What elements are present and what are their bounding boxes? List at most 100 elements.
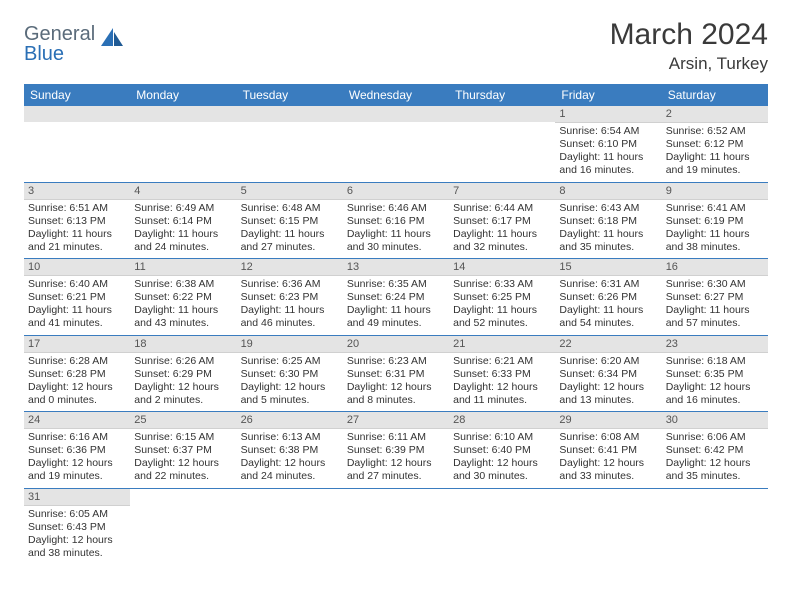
day-line: Sunset: 6:13 PM bbox=[28, 215, 126, 228]
day-line: and 19 minutes. bbox=[666, 164, 764, 177]
day-content: Sunrise: 6:20 AMSunset: 6:34 PMDaylight:… bbox=[555, 353, 661, 412]
day-line: and 43 minutes. bbox=[134, 317, 232, 330]
day-line: Sunrise: 6:31 AM bbox=[559, 278, 657, 291]
calendar-cell bbox=[237, 106, 343, 182]
day-content: Sunrise: 6:30 AMSunset: 6:27 PMDaylight:… bbox=[662, 276, 768, 335]
day-line: Daylight: 11 hours bbox=[28, 228, 126, 241]
day-line: Sunrise: 6:44 AM bbox=[453, 202, 551, 215]
day-number: 6 bbox=[343, 183, 449, 200]
day-number: 19 bbox=[237, 336, 343, 353]
calendar-cell bbox=[449, 488, 555, 564]
day-line: and 38 minutes. bbox=[28, 547, 126, 560]
day-line: and 21 minutes. bbox=[28, 241, 126, 254]
day-line: Sunrise: 6:06 AM bbox=[666, 431, 764, 444]
day-line: Sunrise: 6:05 AM bbox=[28, 508, 126, 521]
day-number: 3 bbox=[24, 183, 130, 200]
day-line: Daylight: 11 hours bbox=[666, 151, 764, 164]
day-number: 18 bbox=[130, 336, 236, 353]
sail-icon bbox=[99, 26, 125, 50]
day-line: Sunset: 6:17 PM bbox=[453, 215, 551, 228]
day-line: and 8 minutes. bbox=[347, 394, 445, 407]
day-content: Sunrise: 6:13 AMSunset: 6:38 PMDaylight:… bbox=[237, 429, 343, 488]
calendar-cell: 23Sunrise: 6:18 AMSunset: 6:35 PMDayligh… bbox=[662, 335, 768, 412]
day-line: Sunset: 6:30 PM bbox=[241, 368, 339, 381]
day-line: and 13 minutes. bbox=[559, 394, 657, 407]
day-content: Sunrise: 6:35 AMSunset: 6:24 PMDaylight:… bbox=[343, 276, 449, 335]
day-line: Sunrise: 6:10 AM bbox=[453, 431, 551, 444]
day-line: Sunset: 6:25 PM bbox=[453, 291, 551, 304]
day-line: Sunset: 6:36 PM bbox=[28, 444, 126, 457]
calendar-cell: 27Sunrise: 6:11 AMSunset: 6:39 PMDayligh… bbox=[343, 412, 449, 489]
day-line: Sunset: 6:26 PM bbox=[559, 291, 657, 304]
day-line: and 19 minutes. bbox=[28, 470, 126, 483]
day-line: Sunrise: 6:25 AM bbox=[241, 355, 339, 368]
day-line: Sunrise: 6:43 AM bbox=[559, 202, 657, 215]
day-line: and 49 minutes. bbox=[347, 317, 445, 330]
calendar-row: 10Sunrise: 6:40 AMSunset: 6:21 PMDayligh… bbox=[24, 259, 768, 336]
day-content: Sunrise: 6:28 AMSunset: 6:28 PMDaylight:… bbox=[24, 353, 130, 412]
calendar-cell: 18Sunrise: 6:26 AMSunset: 6:29 PMDayligh… bbox=[130, 335, 236, 412]
day-number: 16 bbox=[662, 259, 768, 276]
day-line: Daylight: 12 hours bbox=[28, 457, 126, 470]
day-line: Daylight: 11 hours bbox=[453, 304, 551, 317]
day-content: Sunrise: 6:05 AMSunset: 6:43 PMDaylight:… bbox=[24, 506, 130, 565]
day-line: Daylight: 11 hours bbox=[666, 228, 764, 241]
calendar-row: 24Sunrise: 6:16 AMSunset: 6:36 PMDayligh… bbox=[24, 412, 768, 489]
day-line: Daylight: 11 hours bbox=[241, 304, 339, 317]
calendar-cell: 26Sunrise: 6:13 AMSunset: 6:38 PMDayligh… bbox=[237, 412, 343, 489]
day-number: 26 bbox=[237, 412, 343, 429]
day-number: 8 bbox=[555, 183, 661, 200]
day-line: Daylight: 11 hours bbox=[666, 304, 764, 317]
day-line: Daylight: 12 hours bbox=[347, 381, 445, 394]
day-line: Sunset: 6:12 PM bbox=[666, 138, 764, 151]
day-line: Sunrise: 6:15 AM bbox=[134, 431, 232, 444]
day-line: Sunset: 6:34 PM bbox=[559, 368, 657, 381]
day-line: Sunrise: 6:38 AM bbox=[134, 278, 232, 291]
calendar-head: SundayMondayTuesdayWednesdayThursdayFrid… bbox=[24, 84, 768, 106]
day-line: Sunrise: 6:11 AM bbox=[347, 431, 445, 444]
day-content: Sunrise: 6:41 AMSunset: 6:19 PMDaylight:… bbox=[662, 200, 768, 259]
day-line: Sunset: 6:19 PM bbox=[666, 215, 764, 228]
day-line: and 30 minutes. bbox=[347, 241, 445, 254]
day-line: Sunrise: 6:54 AM bbox=[559, 125, 657, 138]
day-content: Sunrise: 6:23 AMSunset: 6:31 PMDaylight:… bbox=[343, 353, 449, 412]
day-line: Sunrise: 6:41 AM bbox=[666, 202, 764, 215]
day-number: 4 bbox=[130, 183, 236, 200]
calendar-row: 31Sunrise: 6:05 AMSunset: 6:43 PMDayligh… bbox=[24, 488, 768, 564]
day-line: Sunrise: 6:33 AM bbox=[453, 278, 551, 291]
day-line: Daylight: 12 hours bbox=[453, 381, 551, 394]
day-number: 10 bbox=[24, 259, 130, 276]
day-number: 25 bbox=[130, 412, 236, 429]
day-line: Daylight: 12 hours bbox=[241, 381, 339, 394]
header: General Blue March 2024 Arsin, Turkey bbox=[24, 18, 768, 74]
calendar-cell: 25Sunrise: 6:15 AMSunset: 6:37 PMDayligh… bbox=[130, 412, 236, 489]
calendar-row: 17Sunrise: 6:28 AMSunset: 6:28 PMDayligh… bbox=[24, 335, 768, 412]
day-line: Sunrise: 6:21 AM bbox=[453, 355, 551, 368]
calendar-cell: 22Sunrise: 6:20 AMSunset: 6:34 PMDayligh… bbox=[555, 335, 661, 412]
weekday-header: Monday bbox=[130, 84, 236, 106]
day-content: Sunrise: 6:08 AMSunset: 6:41 PMDaylight:… bbox=[555, 429, 661, 488]
day-number: 21 bbox=[449, 336, 555, 353]
day-line: and 16 minutes. bbox=[666, 394, 764, 407]
day-content: Sunrise: 6:06 AMSunset: 6:42 PMDaylight:… bbox=[662, 429, 768, 488]
day-line: Sunrise: 6:48 AM bbox=[241, 202, 339, 215]
weekday-header: Sunday bbox=[24, 84, 130, 106]
day-line: Sunrise: 6:30 AM bbox=[666, 278, 764, 291]
day-line: and 54 minutes. bbox=[559, 317, 657, 330]
day-number: 1 bbox=[555, 106, 661, 123]
day-line: Daylight: 12 hours bbox=[28, 381, 126, 394]
calendar-cell: 14Sunrise: 6:33 AMSunset: 6:25 PMDayligh… bbox=[449, 259, 555, 336]
day-line: Daylight: 12 hours bbox=[241, 457, 339, 470]
day-line: and 32 minutes. bbox=[453, 241, 551, 254]
day-content: Sunrise: 6:21 AMSunset: 6:33 PMDaylight:… bbox=[449, 353, 555, 412]
day-content: Sunrise: 6:31 AMSunset: 6:26 PMDaylight:… bbox=[555, 276, 661, 335]
weekday-header: Friday bbox=[555, 84, 661, 106]
calendar-cell bbox=[130, 106, 236, 182]
day-line: Daylight: 12 hours bbox=[559, 381, 657, 394]
day-content: Sunrise: 6:15 AMSunset: 6:37 PMDaylight:… bbox=[130, 429, 236, 488]
day-line: Sunset: 6:18 PM bbox=[559, 215, 657, 228]
day-line: and 52 minutes. bbox=[453, 317, 551, 330]
calendar-cell: 12Sunrise: 6:36 AMSunset: 6:23 PMDayligh… bbox=[237, 259, 343, 336]
calendar-cell: 5Sunrise: 6:48 AMSunset: 6:15 PMDaylight… bbox=[237, 182, 343, 259]
day-line: and 41 minutes. bbox=[28, 317, 126, 330]
